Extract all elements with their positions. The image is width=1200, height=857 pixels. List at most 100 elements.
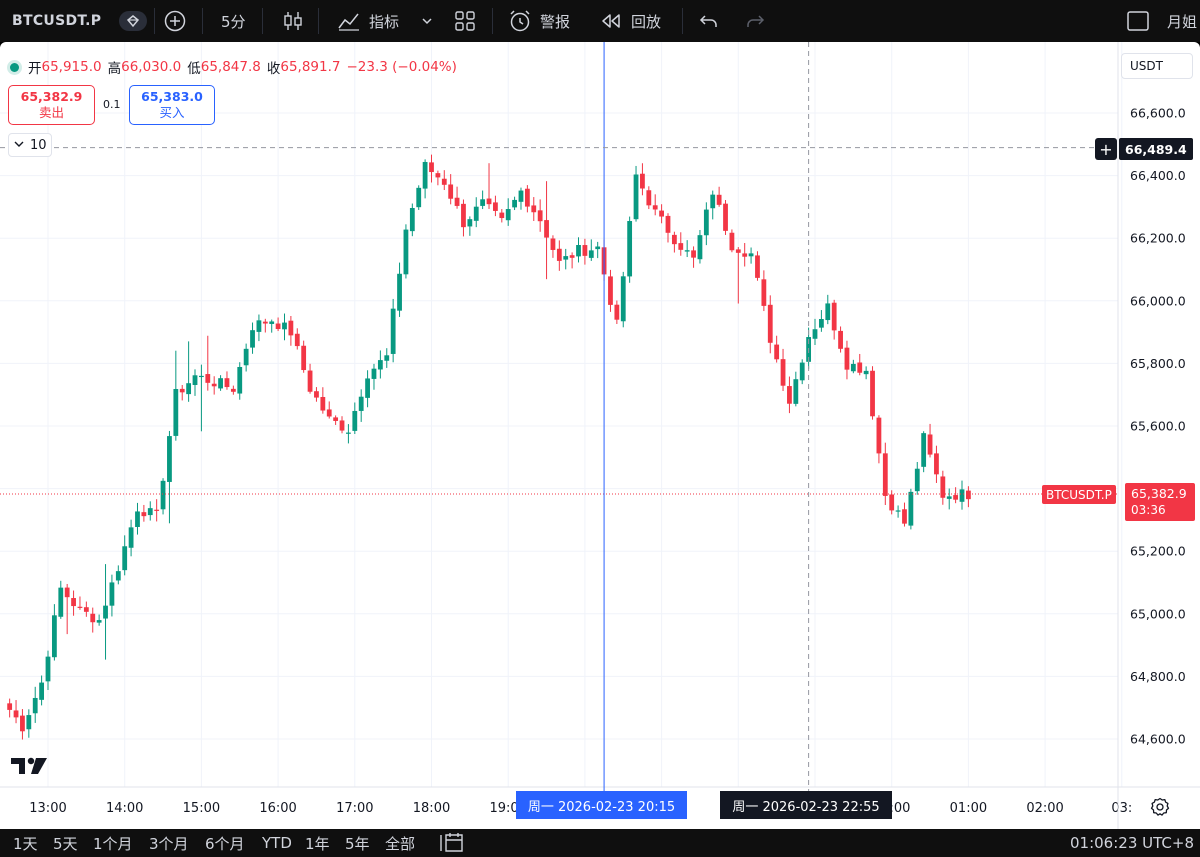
candle-down bbox=[333, 417, 339, 421]
candle-down bbox=[876, 417, 882, 454]
range-1d-button[interactable]: 1天 bbox=[13, 834, 38, 853]
x-tick-label: 13:00 bbox=[29, 801, 66, 816]
candle-up bbox=[58, 587, 64, 617]
buy-label: 买入 bbox=[159, 105, 185, 120]
add-plus-icon[interactable]: + bbox=[1095, 138, 1117, 160]
candle-up bbox=[147, 508, 153, 516]
candle-up bbox=[512, 199, 517, 208]
range-3m-button[interactable]: 3个月 bbox=[149, 834, 189, 853]
candle-down bbox=[569, 255, 575, 258]
candle-up bbox=[192, 375, 198, 385]
candle-down bbox=[723, 203, 728, 231]
sell-button[interactable]: 65,382.9 卖出 bbox=[8, 85, 95, 125]
chart-panel[interactable]: 66,600.0 66,400.0 66,200.0 66,000.0 65,800.0… bbox=[0, 42, 1200, 829]
range-5d-button[interactable]: 5天 bbox=[53, 834, 78, 853]
tradingview-logo-icon[interactable] bbox=[10, 754, 48, 778]
quantity-field[interactable]: 10 bbox=[8, 133, 52, 157]
chevron-down-icon[interactable] bbox=[420, 0, 434, 42]
candle-down bbox=[608, 276, 613, 305]
candle-down bbox=[761, 279, 767, 306]
candle-up bbox=[103, 605, 108, 619]
y-tick-label: 66,200.0 bbox=[1130, 231, 1186, 246]
interval-button[interactable]: 5分 bbox=[221, 12, 246, 31]
high-value: 66,030.0 bbox=[121, 59, 182, 75]
candle-up bbox=[588, 250, 594, 258]
candle-down bbox=[767, 304, 773, 343]
range-ytd-button[interactable]: YTD bbox=[262, 834, 292, 852]
candle-up bbox=[51, 615, 57, 658]
candle-up bbox=[799, 362, 805, 381]
candle-up bbox=[32, 697, 38, 714]
candle-down bbox=[934, 453, 939, 475]
chevron-down-icon[interactable] bbox=[14, 140, 24, 151]
candle-down bbox=[205, 374, 211, 383]
candles-type-icon[interactable] bbox=[283, 0, 303, 42]
candle-down bbox=[902, 509, 907, 524]
candle-down bbox=[614, 304, 620, 320]
candlestick-chart[interactable]: 66,600.0 66,400.0 66,200.0 66,000.0 65,800.0… bbox=[0, 42, 1200, 829]
alert-button[interactable]: 警报 bbox=[508, 0, 570, 42]
candle-up bbox=[26, 715, 32, 730]
candle-up bbox=[480, 199, 486, 206]
user-label[interactable]: 月姐 bbox=[1167, 12, 1198, 31]
candle-down bbox=[486, 198, 492, 205]
candle-up bbox=[109, 582, 115, 606]
candle-up bbox=[45, 656, 51, 682]
candle-down bbox=[154, 509, 160, 511]
settings-gear-icon[interactable] bbox=[1150, 797, 1170, 817]
y-tick-label: 66,600.0 bbox=[1130, 106, 1186, 121]
candle-up bbox=[422, 161, 428, 189]
candle-down bbox=[326, 409, 332, 417]
y-tick-label: 66,400.0 bbox=[1130, 168, 1186, 183]
add-symbol-icon[interactable] bbox=[164, 0, 186, 42]
candle-down bbox=[659, 210, 664, 217]
sell-label: 卖出 bbox=[38, 105, 64, 120]
candle-down bbox=[262, 321, 268, 324]
candle-down bbox=[211, 383, 217, 387]
replay-button[interactable]: 回放 bbox=[600, 0, 661, 42]
candle-up bbox=[352, 410, 358, 431]
indicators-button[interactable]: 指标 bbox=[337, 0, 399, 42]
candle-up bbox=[397, 273, 402, 311]
candle-up bbox=[128, 527, 134, 548]
sell-price: 65,382.9 bbox=[20, 89, 83, 104]
candle-up bbox=[850, 363, 856, 372]
x-tick-label: 15:00 bbox=[183, 801, 220, 816]
candle-up bbox=[908, 491, 914, 526]
range-1m-button[interactable]: 1个月 bbox=[93, 834, 133, 853]
buy-button[interactable]: 65,383.0 买入 bbox=[129, 85, 215, 125]
undo-icon[interactable] bbox=[698, 0, 720, 42]
layout-grid-icon[interactable] bbox=[454, 0, 476, 42]
range-6m-button[interactable]: 6个月 bbox=[205, 834, 245, 853]
candle-up bbox=[710, 194, 716, 209]
currency-selector[interactable]: USDT bbox=[1121, 53, 1193, 79]
date-range-calendar-icon[interactable] bbox=[440, 829, 466, 857]
last-price-tag: 65,382.9 03:36 bbox=[1125, 483, 1195, 521]
range-all-button[interactable]: 全部 bbox=[385, 834, 416, 853]
candle-down bbox=[940, 476, 946, 498]
diamond-badge-icon[interactable] bbox=[118, 0, 148, 42]
symbol-search-button[interactable]: BTCUSDT.P bbox=[12, 0, 101, 42]
top-toolbar: BTCUSDT.P 5分 指标 警报 回放 月姐 bbox=[0, 0, 1200, 42]
ohlc-legend: 开 65,915.0 高 66,030.0 低 65,847.8 收 65,89… bbox=[10, 57, 463, 77]
clock-timezone[interactable]: 01:06:23 UTC+8 bbox=[1070, 834, 1194, 852]
x-tick-label: 14:00 bbox=[106, 801, 143, 816]
x-tick-label: 03: bbox=[1111, 801, 1132, 816]
candle-up bbox=[863, 370, 869, 375]
candle-down bbox=[64, 587, 70, 598]
candle-down bbox=[966, 490, 971, 500]
candle-up bbox=[409, 207, 415, 232]
candle-up bbox=[358, 396, 364, 411]
candle-up bbox=[518, 190, 524, 202]
candle-up bbox=[115, 571, 121, 581]
range-5y-button[interactable]: 5年 bbox=[345, 834, 370, 853]
redo-icon[interactable] bbox=[744, 0, 766, 42]
alarm-clock-icon bbox=[510, 10, 530, 32]
candle-up bbox=[959, 489, 965, 502]
candle-down bbox=[435, 173, 441, 178]
candle-down bbox=[550, 238, 556, 250]
fullscreen-square-icon[interactable] bbox=[1126, 0, 1150, 42]
candle-up bbox=[390, 308, 396, 354]
crosshair-price-label: + 66,489.4 bbox=[1095, 138, 1193, 160]
range-1y-button[interactable]: 1年 bbox=[305, 834, 330, 853]
